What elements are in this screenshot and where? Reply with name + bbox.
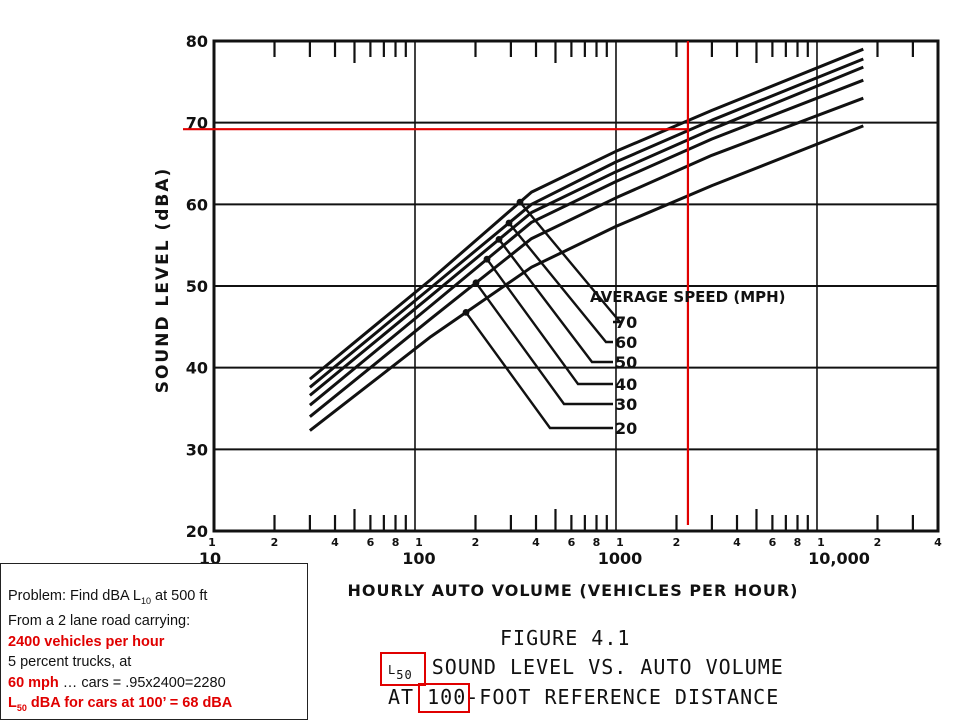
caption-line-1: L50 SOUND LEVEL VS. AUTO VOLUME [388,655,784,682]
problem-box: Problem: Find dBA L10 at 500 ft From a 2… [0,563,308,720]
x-minor-tick-label: 4 [733,536,741,549]
problem-line-2: From a 2 lane road carrying: [8,613,191,630]
x-minor-tick-label: 2 [271,536,279,549]
leader-line-50 [498,238,613,364]
leader-dot-20 [462,309,470,316]
legend-label-50: 50 [615,353,637,372]
curve-60-mph [308,57,864,389]
problem-line-6: L50 dBA for cars at 100’ = 68 dBA [8,695,233,714]
x-axis-label: HOURLY AUTO VOLUME (VEHICLES PER HOUR) [348,581,799,600]
legend-label-40: 40 [615,375,637,394]
leader-line-20 [465,311,613,430]
legend-label-60: 60 [615,333,637,352]
x-minor-tick-label: 4 [331,536,339,549]
x-minor-tick-label: 2 [472,536,480,549]
legend-title: AVERAGE SPEED (MPH) [590,288,786,306]
x-minor-tick-label: 4 [934,536,942,549]
leader-line-70 [519,201,623,324]
curve-40-mph [308,78,864,407]
x-minor-tick-label: 6 [568,536,576,549]
x-major-tick-label: 10,000 [808,549,870,568]
leader-dot-50 [495,236,503,243]
problem-line-4: 5 percent trucks, at [8,654,132,671]
leader-dot-40 [483,255,491,263]
curve-20-mph [308,124,864,432]
problem-line-1: Problem: Find dBA L10 at 500 ft [8,588,208,606]
legend-label-70: 70 [615,313,637,332]
y-tick-label-20: 20 [186,522,208,541]
x-major-tick-label: 1000 [598,549,643,568]
y-tick-label-40: 40 [186,359,208,378]
x-minor-tick-label: 8 [794,536,802,549]
y-axis-label: SOUND LEVEL (dBA) [153,167,173,394]
curve-70-mph [308,47,864,381]
caption-line-2: AT 100-FOOT REFERENCE DISTANCE [388,685,780,709]
y-tick-label-50: 50 [186,277,208,296]
speed-curves [308,47,864,432]
distance-highlight-box [418,683,470,713]
leader-dot-30 [472,279,480,287]
y-tick-label-60: 60 [186,195,208,214]
leader-line-30 [475,282,613,406]
x-minor-tick-label: 1 [817,536,825,549]
x-minor-tick-label: 2 [874,536,882,549]
curve-50-mph [308,65,864,397]
y-tick-label-80: 80 [186,32,208,51]
x-minor-tick-label: 2 [673,536,681,549]
figure-number: FIGURE 4.1 [500,626,631,650]
problem-line-5: 60 mph … cars = .95x2400=2280 [8,674,226,691]
leader-dot-70 [516,198,524,206]
x-minor-tick-label: 1 [208,536,216,549]
problem-line-3: 2400 vehicles per hour [8,633,165,650]
curve-30-mph [308,96,864,418]
leader-line-60 [508,222,613,344]
y-tick-label-30: 30 [186,440,208,459]
x-minor-tick-label: 1 [415,536,423,549]
leader-dot-60 [505,219,513,227]
grid [212,39,940,533]
x-minor-tick-label: 8 [593,536,601,549]
legend-label-30: 30 [615,395,637,414]
x-minor-tick-label: 6 [769,536,777,549]
leader-line-40 [486,258,613,386]
reference-lines [183,41,690,525]
x-minor-tick-label: 1 [616,536,624,549]
x-minor-tick-label: 8 [392,536,400,549]
x-minor-tick-label: 6 [367,536,375,549]
x-minor-tick-label: 4 [532,536,540,549]
l50-highlight-box [380,652,426,686]
y-tick-label-70: 70 [186,114,208,133]
x-major-tick-label: 100 [402,549,435,568]
legend-label-20: 20 [615,419,637,438]
